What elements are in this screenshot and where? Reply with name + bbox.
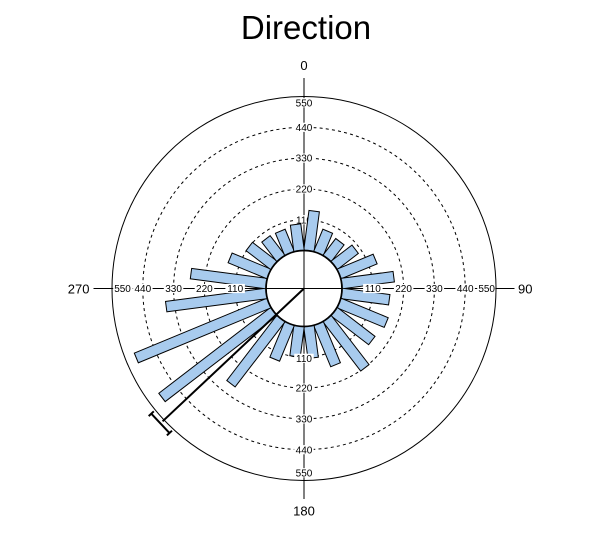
svg-text:220: 220 (296, 384, 313, 395)
svg-text:440: 440 (296, 123, 313, 134)
svg-text:440: 440 (296, 445, 313, 456)
svg-text:0: 0 (300, 58, 307, 73)
svg-text:220: 220 (395, 284, 412, 295)
svg-text:550: 550 (296, 468, 313, 479)
svg-text:440: 440 (134, 284, 151, 295)
svg-text:220: 220 (296, 185, 313, 196)
svg-text:90: 90 (518, 281, 532, 296)
svg-text:550: 550 (478, 284, 495, 295)
svg-text:110: 110 (365, 284, 381, 295)
svg-text:330: 330 (296, 154, 313, 165)
svg-text:330: 330 (165, 284, 182, 295)
svg-text:550: 550 (114, 284, 131, 295)
svg-text:270: 270 (68, 281, 90, 296)
svg-text:440: 440 (457, 284, 474, 295)
svg-text:330: 330 (296, 415, 313, 426)
svg-text:550: 550 (296, 98, 313, 109)
svg-text:330: 330 (426, 284, 443, 295)
svg-text:110: 110 (296, 215, 312, 226)
svg-text:180: 180 (293, 504, 315, 519)
svg-text:110: 110 (227, 284, 243, 295)
svg-text:110: 110 (296, 354, 312, 365)
svg-text:Direction: Direction (241, 9, 371, 46)
svg-text:220: 220 (196, 284, 213, 295)
